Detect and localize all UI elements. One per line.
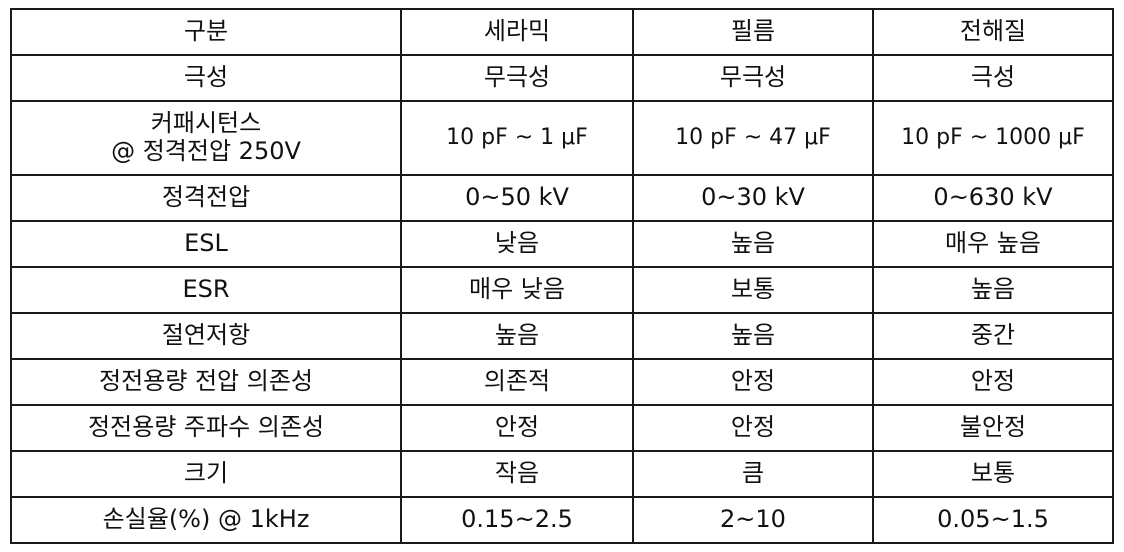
cell-ceramic: 0~50 kV [400,174,634,222]
cell-electrolytic: 10 pF ~ 1000 μF [872,100,1114,176]
cell-electrolytic: 불안정 [872,404,1114,452]
row-label: 커패시턴스 @ 정격전압 250V [10,100,402,176]
cell-film: 큼 [632,450,874,498]
cell-electrolytic: 0~630 kV [872,174,1114,222]
table-row-polarity: 극성 무극성 무극성 극성 [10,54,1114,102]
cell-ceramic: 의존적 [400,358,634,406]
row-label: ESL [10,220,402,268]
row-label: 절연저항 [10,312,402,360]
table-row-capacitance: 커패시턴스 @ 정격전압 250V 10 pF ~ 1 μF 10 pF ~ 4… [10,100,1114,176]
table-row-size: 크기 작음 큼 보통 [10,450,1114,498]
cell-ceramic: 낮음 [400,220,634,268]
row-label: 정전용량 전압 의존성 [10,358,402,406]
cell-electrolytic: 높음 [872,266,1114,314]
cell-film: 안정 [632,358,874,406]
cell-ceramic: 안정 [400,404,634,452]
cell-electrolytic: 안정 [872,358,1114,406]
comparison-table-container: 구분 세라믹 필름 전해질 극성 무극성 무극성 극성 커패시턴스 @ 정격전압… [10,8,1114,544]
header-film: 필름 [632,8,874,56]
cell-film: 무극성 [632,54,874,102]
capacitor-comparison-table: 구분 세라믹 필름 전해질 극성 무극성 무극성 극성 커패시턴스 @ 정격전압… [10,8,1114,544]
cell-ceramic: 매우 낮음 [400,266,634,314]
row-label: 정격전압 [10,174,402,222]
row-label-line-1: 커패시턴스 [150,109,262,138]
cell-film: 높음 [632,220,874,268]
row-label-line-2: @ 정격전압 250V [111,137,301,165]
cell-electrolytic: 극성 [872,54,1114,102]
row-label: 크기 [10,450,402,498]
cell-ceramic: 작음 [400,450,634,498]
header-category: 구분 [10,8,402,56]
cell-electrolytic: 보통 [872,450,1114,498]
table-row-loss-factor: 손실율(%) @ 1kHz 0.15~2.5 2~10 0.05~1.5 [10,496,1114,544]
table-row-esr: ESR 매우 낮음 보통 높음 [10,266,1114,314]
cell-film: 2~10 [632,496,874,544]
cell-film: 10 pF ~ 47 μF [632,100,874,176]
cell-film: 높음 [632,312,874,360]
table-row-rated-voltage: 정격전압 0~50 kV 0~30 kV 0~630 kV [10,174,1114,222]
table-row-frequency-dependence: 정전용량 주파수 의존성 안정 안정 불안정 [10,404,1114,452]
header-ceramic: 세라믹 [400,8,634,56]
row-label: 극성 [10,54,402,102]
cell-film: 안정 [632,404,874,452]
cell-ceramic: 높음 [400,312,634,360]
cell-ceramic: 0.15~2.5 [400,496,634,544]
table-row-voltage-dependence: 정전용량 전압 의존성 의존적 안정 안정 [10,358,1114,406]
table-row-esl: ESL 낮음 높음 매우 높음 [10,220,1114,268]
cell-electrolytic: 0.05~1.5 [872,496,1114,544]
cell-ceramic: 10 pF ~ 1 μF [400,100,634,176]
cell-ceramic: 무극성 [400,54,634,102]
cell-film: 0~30 kV [632,174,874,222]
cell-electrolytic: 중간 [872,312,1114,360]
row-label: ESR [10,266,402,314]
cell-film: 보통 [632,266,874,314]
row-label: 정전용량 주파수 의존성 [10,404,402,452]
row-label: 손실율(%) @ 1kHz [10,496,402,544]
header-electrolytic: 전해질 [872,8,1114,56]
table-row-insulation-resistance: 절연저항 높음 높음 중간 [10,312,1114,360]
table-header-row: 구분 세라믹 필름 전해질 [10,8,1114,56]
cell-electrolytic: 매우 높음 [872,220,1114,268]
